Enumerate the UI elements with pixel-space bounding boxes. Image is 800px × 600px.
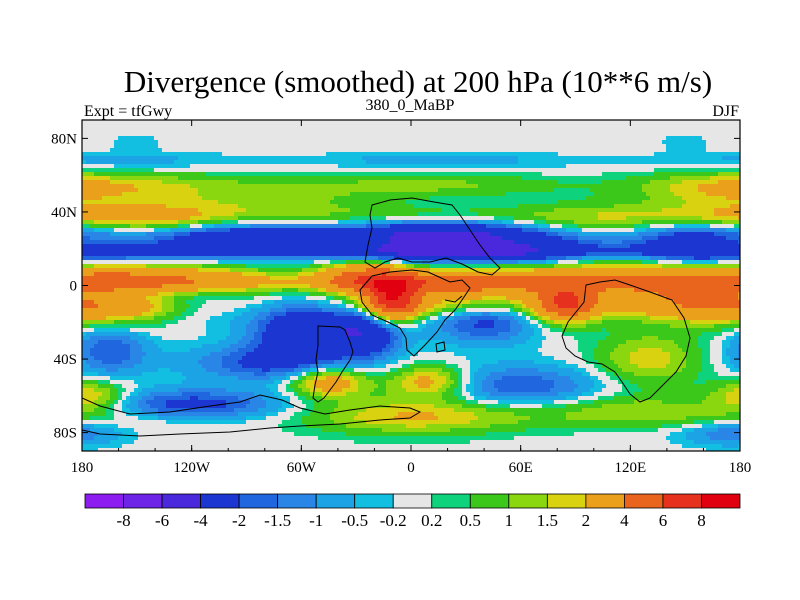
colorbar-swatch [238,493,279,509]
left-string: Expt = tfGwy [84,103,172,120]
colorbar-swatch [161,493,201,509]
y-tick-label: 80S [54,426,77,442]
colorbar-label: -0.5 [341,511,368,530]
continent-outline [82,197,691,437]
colorbar: -8 -6 -4 -2 -1.5 -1 -0.5 -0.2 0.2 0.5 1 1.5 2 4 6 8 [84,493,741,530]
colorbar-label: -8 [116,511,130,530]
colorbar-swatch [662,493,702,509]
center-string: 380_0_MaBP [366,97,455,114]
divergence-field [82,120,740,451]
x-tick-label: 120E [614,460,646,476]
x-axis: 180 120W 60W 0 60E 120E 180 [71,120,752,476]
colorbar-swatch [123,493,163,509]
x-tick-label: 60E [509,460,533,476]
colorbar-swatch [508,493,548,509]
colorbar-label: 8 [697,511,706,530]
colorbar-label: 0.5 [460,511,481,530]
colorbar-swatch [84,493,124,509]
colorbar-label: -1 [309,511,323,530]
colorbar-swatch [431,493,471,509]
y-tick-label: 80N [51,131,77,147]
right-string: DJF [712,103,739,120]
x-tick-label: 120W [173,460,211,476]
colorbar-swatch [392,493,433,509]
colorbar-label: 1.5 [537,511,558,530]
colorbar-label: 6 [659,511,668,530]
colorbar-swatch [469,493,510,509]
colorbar-label: -1.5 [264,511,291,530]
colorbar-swatch [701,493,741,509]
x-tick-label: 180 [71,460,94,476]
colorbar-label: -6 [155,511,169,530]
colorbar-swatch [624,493,664,509]
colorbar-swatch [277,493,317,509]
colorbar-label: -4 [194,511,209,530]
y-tick-label: 0 [70,279,78,295]
colorbar-label: 1 [505,511,514,530]
colorbar-label: -2 [232,511,246,530]
y-axis: 80N 40N 0 40S 80S [51,131,740,442]
colorbar-swatch [354,493,394,509]
colorbar-label: -0.2 [380,511,407,530]
x-tick-label: 0 [407,460,415,476]
colorbar-label: 2 [582,511,591,530]
x-tick-label: 180 [729,460,752,476]
colorbar-label: 0.2 [421,511,442,530]
colorbar-swatch [546,493,587,509]
colorbar-label: 4 [620,511,629,530]
colorbar-swatch [585,493,625,509]
y-tick-label: 40N [51,205,77,221]
x-tick-label: 60W [287,460,317,476]
y-tick-label: 40S [54,352,77,368]
chart-title: Divergence (smoothed) at 200 hPa (10**6 … [124,64,712,99]
colorbar-swatch [200,493,240,509]
colorbar-swatch [315,493,356,509]
